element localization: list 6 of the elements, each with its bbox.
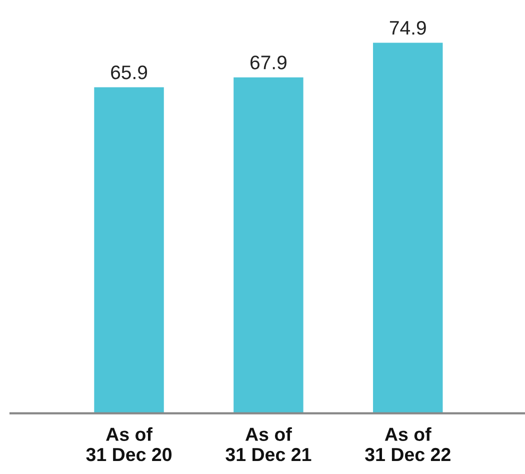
data-label: 67.9 — [250, 56, 286, 70]
x-tick-label: As of 31 Dec 22 — [365, 427, 450, 462]
x-tick-label: As of 31 Dec 21 — [226, 427, 312, 462]
data-label: 74.9 — [390, 20, 426, 35]
x-tick-label: As of 31 Dec 20 — [86, 427, 172, 462]
data-label: 65.9 — [111, 65, 148, 80]
